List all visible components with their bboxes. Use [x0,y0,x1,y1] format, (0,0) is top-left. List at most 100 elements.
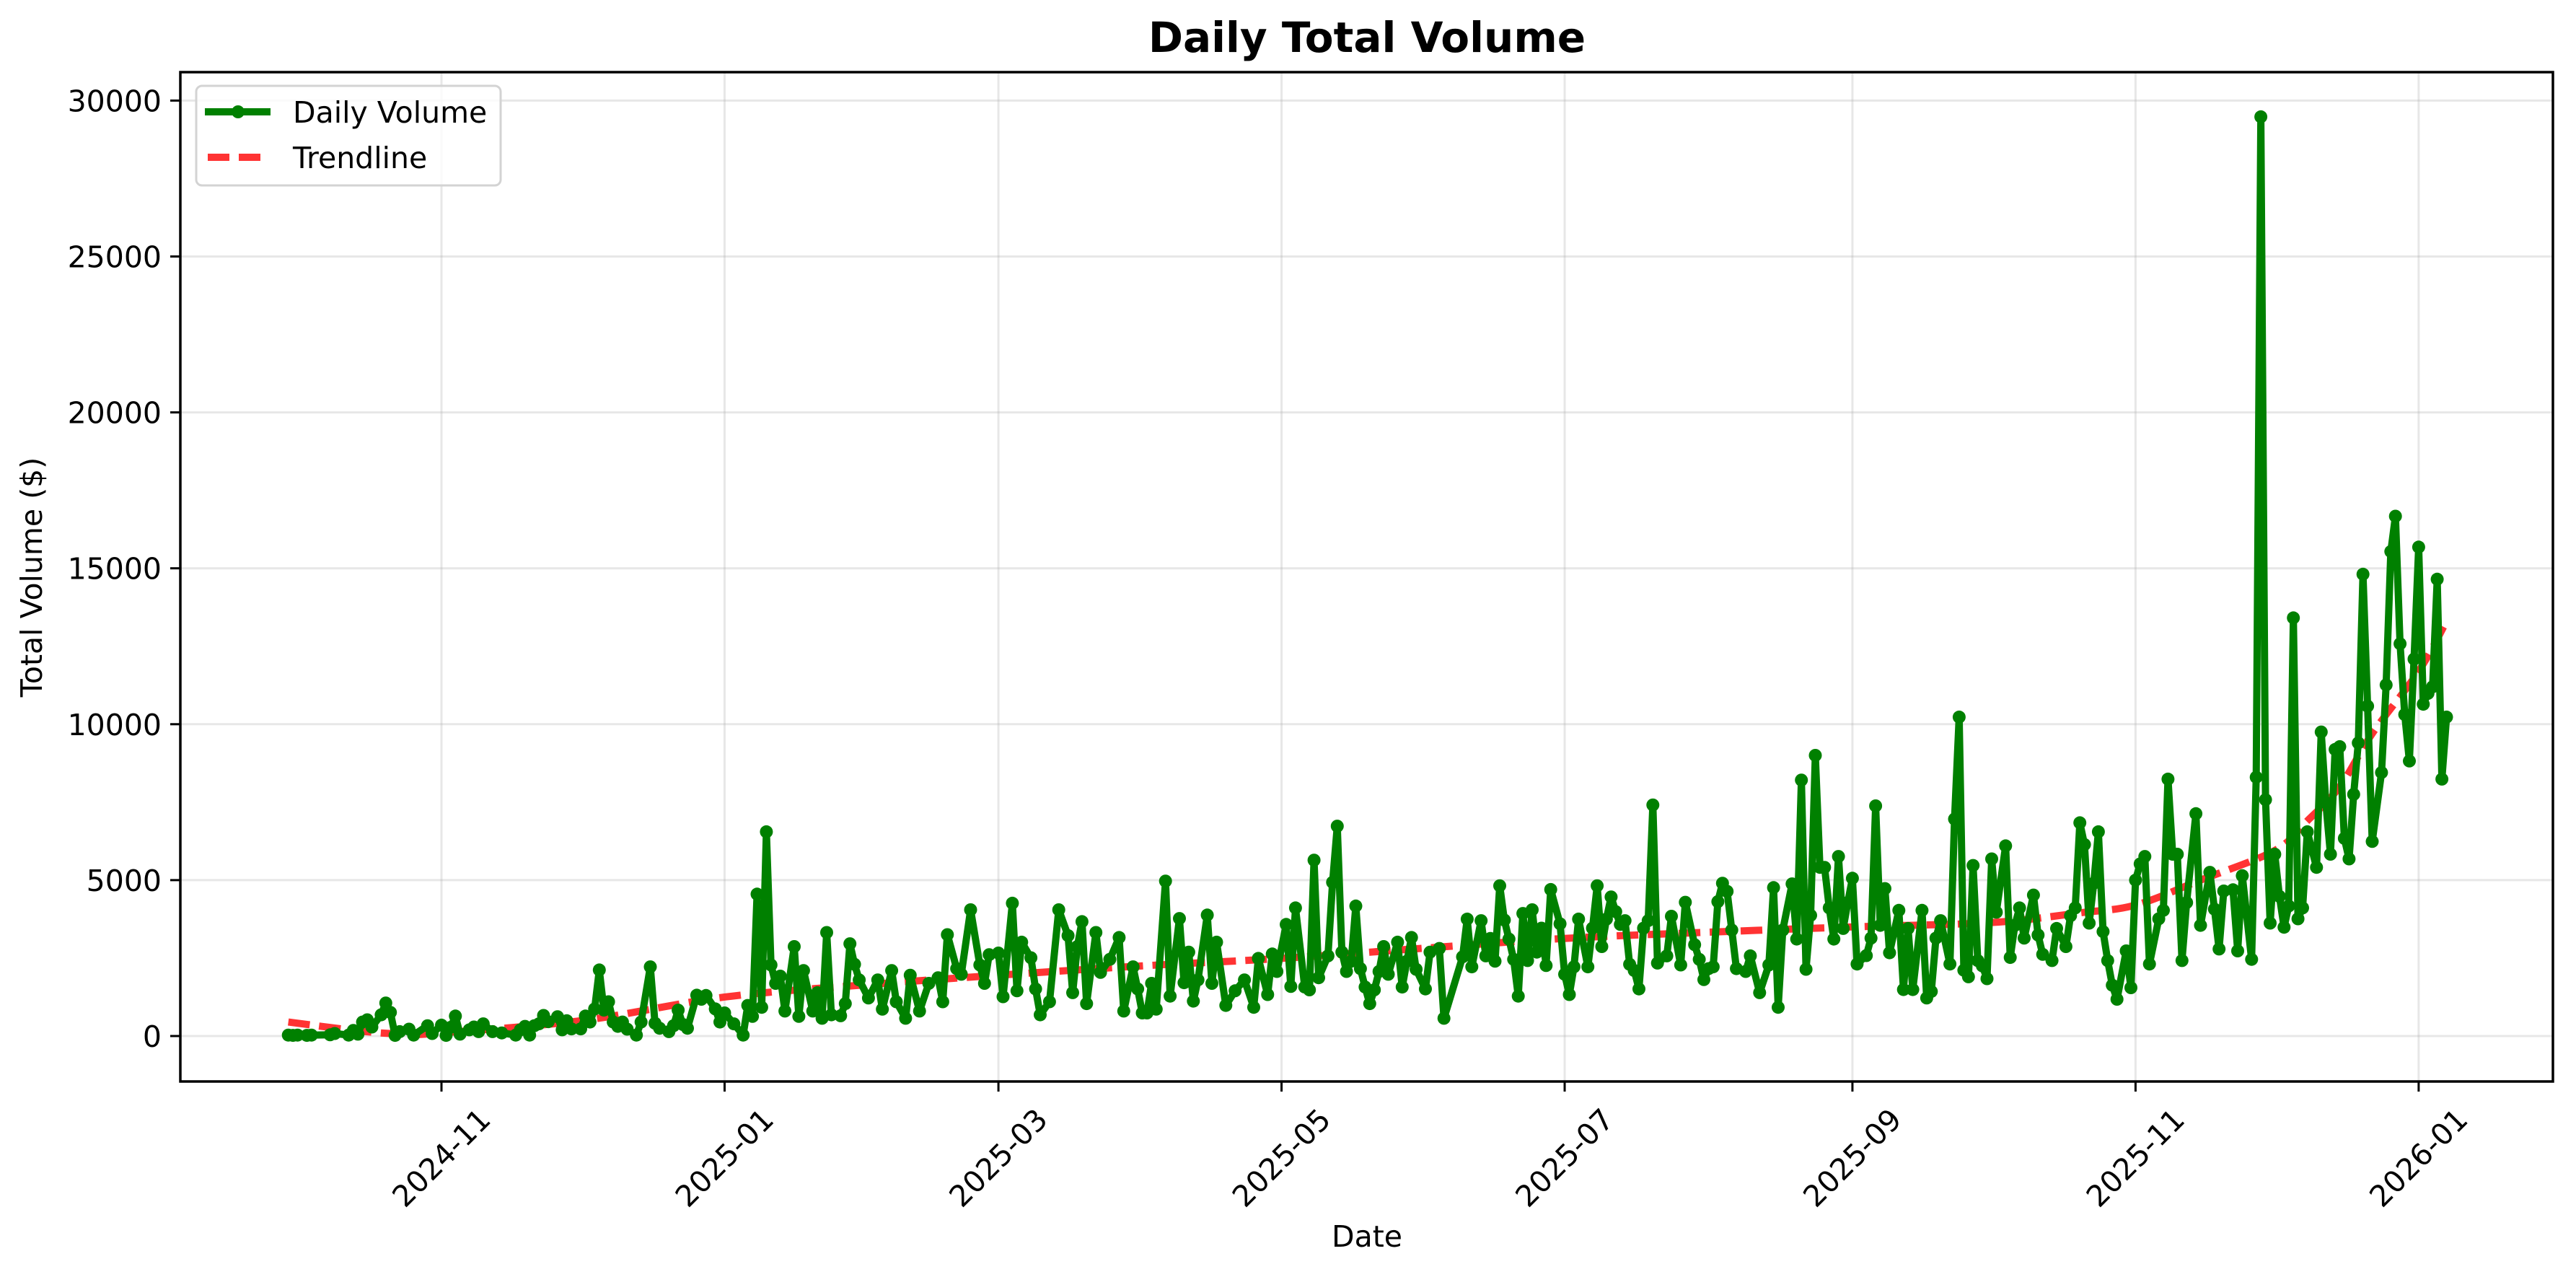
daily-volume-point [876,1002,889,1016]
daily-volume-point [2254,110,2268,123]
daily-volume-point [1391,935,1405,949]
daily-volume-point [1586,921,1599,935]
daily-volume-point [1149,1002,1163,1016]
daily-volume-point [1609,905,1622,918]
daily-volume-point [2361,699,2375,713]
daily-volume-point [1804,908,1817,922]
daily-volume-point [1530,945,1544,959]
daily-volume-point [2096,925,2110,939]
daily-volume-point [1896,983,1910,996]
daily-volume-point [2078,838,2091,851]
daily-volume-point [1191,973,1205,987]
daily-volume-point [1706,960,1720,974]
daily-volume-point [741,999,755,1012]
legend-trendline-label: Trendline [292,141,427,175]
daily-volume-point [2226,883,2240,897]
daily-volume-point [1553,917,1567,931]
daily-volume-point [2110,993,2124,1006]
daily-volume-point [2337,832,2351,845]
daily-volume-point [1526,903,1539,916]
daily-volume-point [1511,989,1525,1003]
daily-volume-point [1869,799,1883,812]
daily-volume-point [1303,983,1316,996]
daily-volume-point [718,1006,731,1019]
daily-volume-point [1349,899,1363,913]
daily-volume-point [792,1009,806,1023]
daily-volume-point [913,1004,926,1018]
daily-volume-point [727,1017,741,1031]
daily-volume-point [1948,812,1961,826]
daily-volume-point [1405,931,1418,944]
daily-volume-point [384,1006,397,1019]
daily-volume-point [620,1022,634,1036]
daily-volume-point [2282,899,2295,913]
daily-volume-point [602,995,615,1009]
daily-volume-point [1433,942,1446,955]
daily-volume-point [1599,912,1613,926]
daily-volume-point [1720,885,1734,898]
daily-volume-point [1437,1011,1451,1025]
daily-volume-point [1219,999,1233,1012]
daily-volume-point [1627,964,1641,978]
daily-volume-point [2347,788,2360,801]
daily-volume-point [1377,940,1391,953]
daily-volume-point [1539,959,1553,973]
daily-volume-point [2384,545,2398,558]
daily-volume-point [1785,877,1799,891]
daily-volume-point [1395,980,1409,994]
daily-volume-point [764,958,778,972]
daily-volume-point [778,1004,792,1018]
daily-volume-point [304,1028,318,1042]
daily-volume-point [2430,572,2444,586]
daily-volume-point [444,1020,457,1034]
daily-volume-point [1034,1008,1047,1022]
daily-volume-point [2342,852,2356,866]
daily-volume-point [2180,896,2194,909]
legend-box [195,84,502,187]
daily-volume-point [1312,971,1325,985]
daily-volume-point [1581,960,1595,974]
daily-volume-point [843,937,857,951]
daily-volume-point [643,960,657,974]
daily-volume-point [2296,901,2309,915]
daily-volume-point [1980,972,1994,986]
daily-volume-point [634,1015,648,1029]
daily-volume-point [1591,879,1604,892]
daily-volume-point [1042,995,1056,1009]
daily-volume-point [2124,981,2137,994]
daily-volume-point [2440,710,2453,724]
daily-volume-point [1952,710,1966,724]
daily-volume-point [2101,954,2114,967]
daily-volume-point [2050,921,2063,935]
daily-volume-point [2403,754,2416,768]
daily-volume-point [1010,984,1024,998]
daily-volume-point [2407,652,2421,666]
daily-volume-point [871,973,884,987]
daily-volume-point [1015,935,1029,949]
daily-volume-point [1961,970,1975,983]
daily-volume-point [583,1015,597,1029]
daily-volume-point [2045,954,2059,967]
daily-volume-point [806,1004,819,1018]
daily-volume-point [291,1028,304,1042]
daily-volume-point [2264,916,2277,930]
daily-volume-point [1990,905,2003,919]
daily-volume-point [1307,853,1321,867]
daily-volume-point [2291,912,2305,926]
daily-volume-point [1228,984,1242,998]
daily-volume-point [796,964,810,978]
daily-volume-point [2106,978,2119,992]
daily-volume-point [1925,985,1938,999]
daily-volume-point [996,990,1010,1004]
daily-volume-point [1544,882,1557,896]
daily-volume-point [1660,949,1674,962]
daily-volume-point [681,1022,694,1035]
daily-volume-point [1604,890,1618,904]
daily-volume-point [1906,983,1920,996]
legend-daily-volume-marker [232,105,245,118]
daily-volume-point [574,1022,587,1036]
daily-volume-point [2356,567,2370,581]
daily-volume-point [2310,861,2324,874]
daily-volume-point [1326,875,1340,889]
daily-volume-point [861,991,875,1005]
